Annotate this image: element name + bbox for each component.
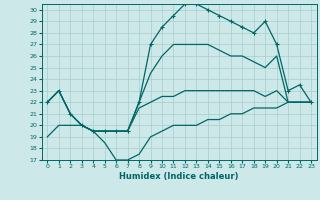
X-axis label: Humidex (Indice chaleur): Humidex (Indice chaleur) [119,172,239,181]
